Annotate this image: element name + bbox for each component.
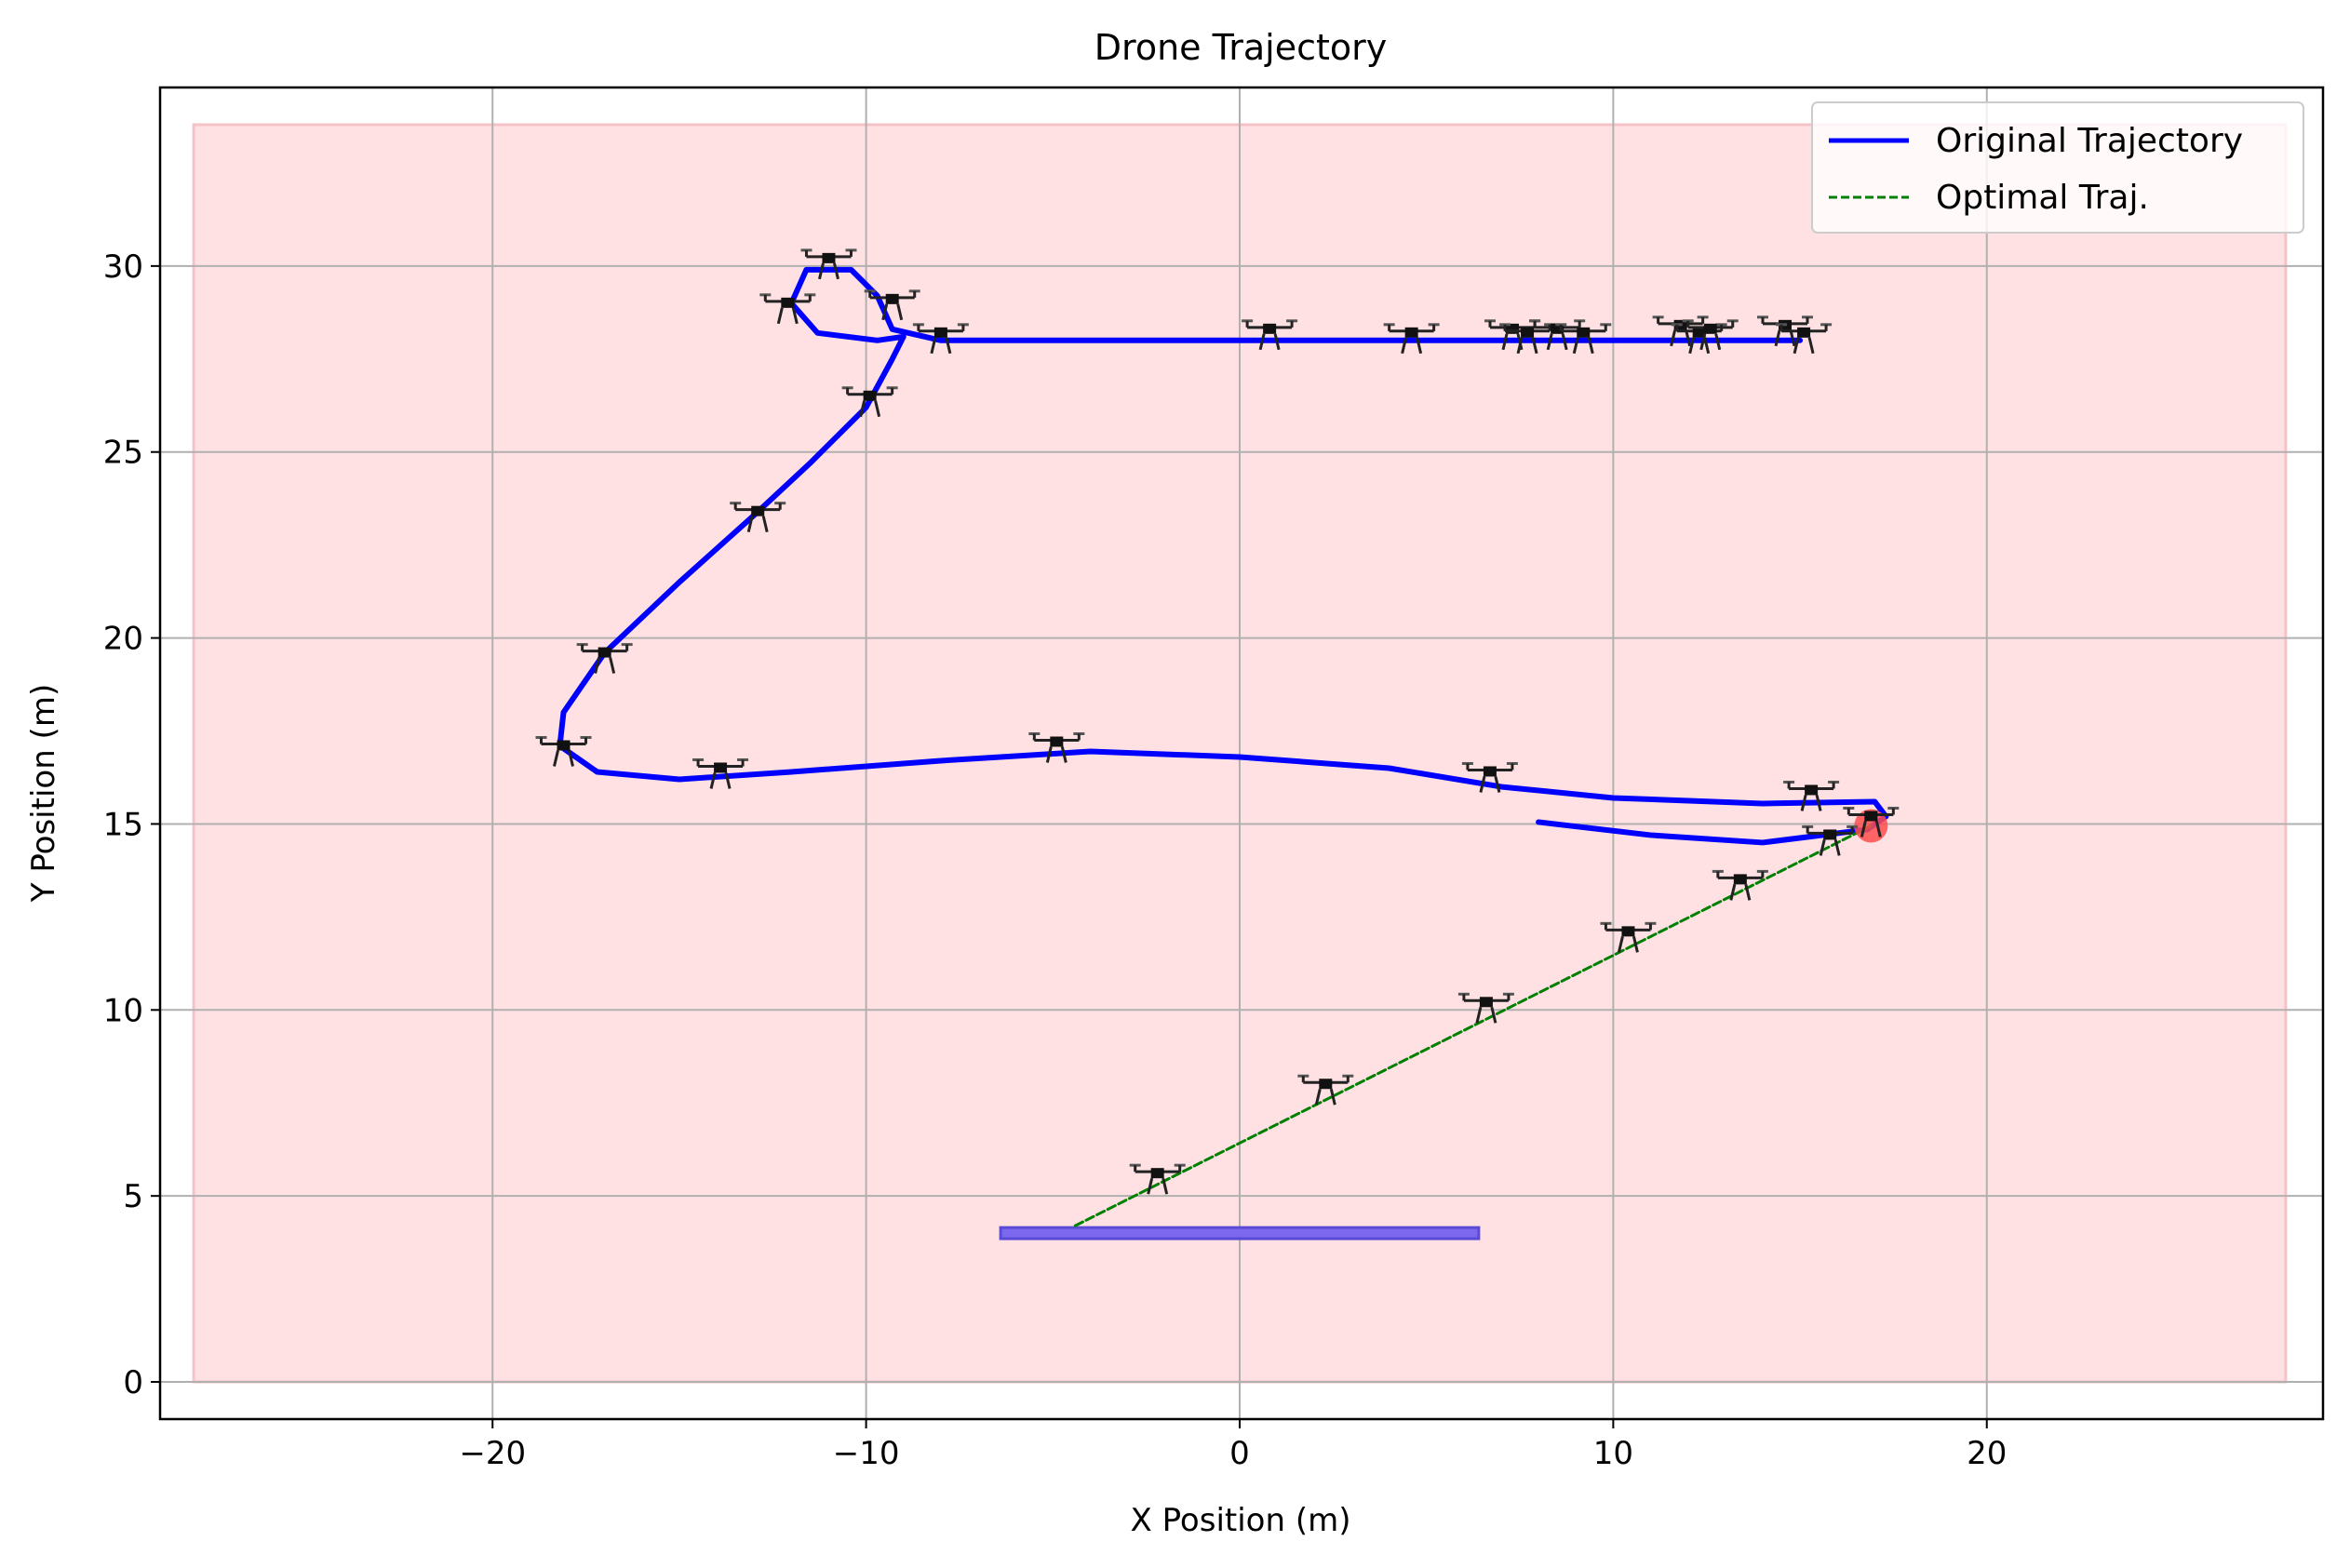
y-axis-label: Y Position (m) [25,684,62,903]
drone-marker [1843,806,1900,838]
drone-marker [1461,761,1518,793]
legend-label-optimal: Optimal Traj. [1936,179,2149,217]
drone-marker [1028,732,1085,763]
drone-marker [841,386,898,418]
drone-marker [1383,323,1440,355]
drone-marker [800,248,857,280]
drone-marker [692,757,749,789]
drone-marker [535,736,592,767]
drone-marker [912,323,969,355]
drone-marker [1600,921,1657,953]
drone-marker [1712,869,1768,901]
x-tick-label: 0 [1229,1435,1250,1472]
drone-marker [1129,1163,1186,1195]
y-tick-label: 10 [103,992,143,1029]
drone-marker [1783,780,1840,811]
legend-box [1811,101,2304,234]
y-tick-label: 5 [123,1178,143,1215]
drone-marker [1802,824,1859,856]
plot-frame [158,86,2325,1421]
x-tick-label: 20 [1967,1435,2007,1472]
y-tick-label: 25 [103,435,143,472]
drone-marker [1242,319,1298,351]
drone-marker [1457,992,1514,1024]
drone-marker [759,293,816,325]
drone-marker [730,502,786,533]
legend: Original Trajectory Optimal Traj. [1811,101,2304,234]
drone-marker [1776,323,1833,355]
drone-marker [576,643,633,674]
y-tick-label: 20 [103,621,143,658]
x-tick-label: −10 [833,1435,900,1472]
x-axis-label: X Position (m) [1131,1502,1351,1539]
plot-area: −20 −10 0 10 20 0 5 10 15 20 25 30 [103,86,2325,1472]
series-line-0 [557,266,1889,846]
drone-marker [1682,319,1739,351]
y-tick-label: 15 [103,806,143,843]
series-line-1 [1073,824,1873,1227]
drone-marker [1529,319,1586,351]
chart-title: Drone Trajectory [1094,27,1387,68]
drone-marker [1297,1074,1354,1106]
drone-marker [1555,323,1612,355]
y-tick-label: 0 [123,1364,143,1401]
drone-marker [864,289,920,321]
legend-label-original: Original Trajectory [1936,122,2243,160]
x-tick-label: −20 [459,1435,526,1472]
landing-pad [999,1226,1481,1240]
x-tick-label: 10 [1593,1435,1633,1472]
y-tick-label: 30 [103,248,143,286]
